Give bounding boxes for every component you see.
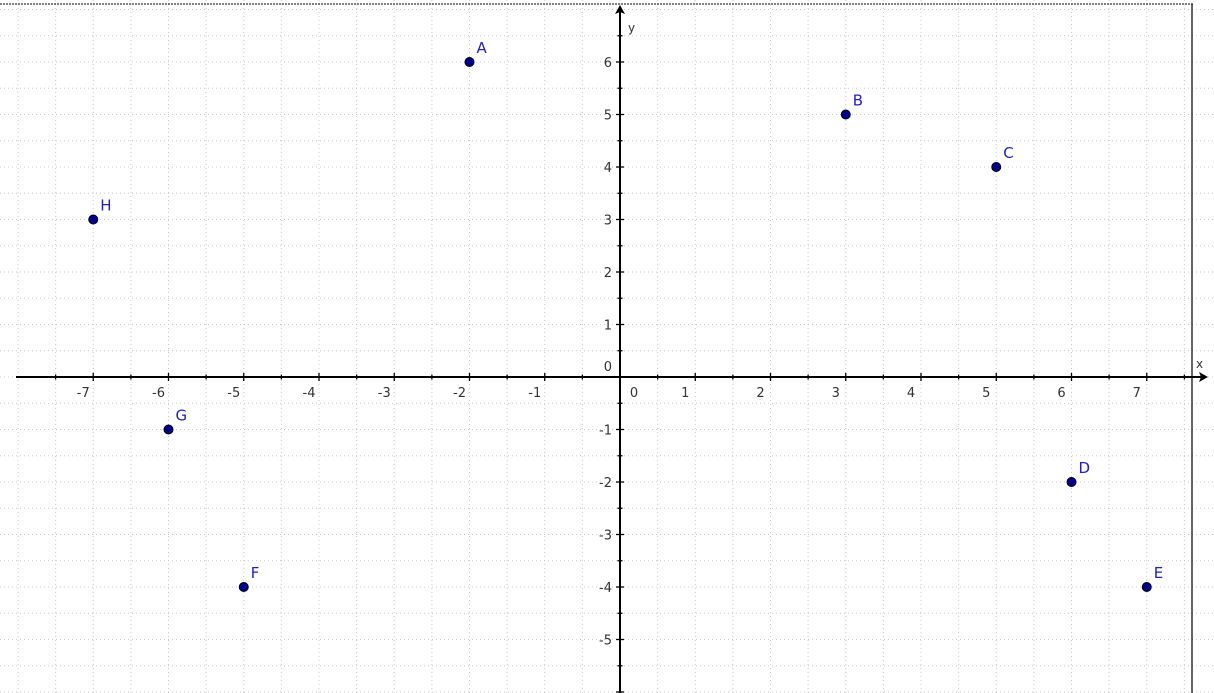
point-label-g: G [176,407,188,425]
point-label-f: F [251,564,260,582]
point-h [88,214,99,225]
tick-labels: -7 -6 -5 -4 -3 -2 -1 0 1 2 3 4 5 6 7 -5 -4 -3 -2 -1 0 1 2 3 4 5 6 [77,56,1141,649]
y-axis-arrow [615,5,625,14]
y-tick-label: 4 [604,161,612,176]
x-tick-label: -2 [453,386,466,401]
x-tick-label: 6 [1057,386,1065,401]
x-tick-label: -7 [77,386,90,401]
y-tick-label: -5 [599,634,612,649]
point-c [991,162,1002,172]
point-b [840,109,851,120]
points: A B C D E F G H [88,39,1163,592]
y-tick-label: -2 [599,476,612,491]
y-tick-label: 5 [604,109,612,124]
x-tick-label: -5 [227,386,240,401]
x-tick-label: 4 [907,386,915,401]
point-a [464,57,475,67]
y-tick-label: -4 [599,581,612,596]
x-tick-label: 2 [756,386,764,401]
y-tick-label: 3 [604,214,612,229]
point-label-e: E [1154,564,1163,582]
x-tick-label: 3 [832,386,840,401]
y-tick-label: 2 [604,266,612,281]
y-tick-label: -1 [599,424,612,439]
point-label-c: C [1003,144,1013,162]
x-axis-label: x [1196,357,1203,371]
point-g [163,424,174,435]
x-axis-arrow [1199,372,1208,382]
point-d [1066,477,1077,487]
x-tick-label: -4 [303,386,316,401]
x-tick-label: 7 [1133,386,1141,401]
x-tick-label: -3 [378,386,391,401]
y-tick-label: 6 [604,56,612,71]
point-f [238,582,249,592]
x-tick-label: -1 [528,386,541,401]
y-axis-label: y [628,21,635,35]
plot-frame [0,3,1194,693]
point-label-h: H [100,197,111,215]
point-e [1141,582,1152,592]
axes [16,5,1208,693]
point-label-b: B [853,92,863,110]
y-tick-label: 0 [604,360,612,375]
x-tick-label: 0 [630,386,638,401]
x-tick-label: 1 [681,386,689,401]
point-label-a: A [477,39,488,57]
point-label-d: D [1079,459,1091,477]
x-tick-label: 5 [982,386,990,401]
y-tick-label: 1 [604,319,612,334]
x-tick-label: -6 [152,386,165,401]
y-tick-label: -3 [599,529,612,544]
